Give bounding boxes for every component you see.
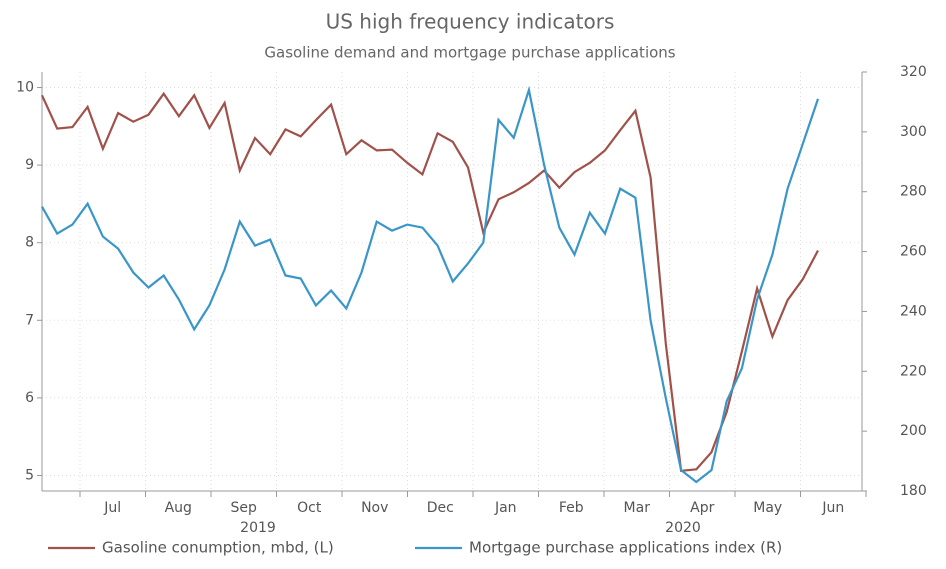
year-label: 2019 <box>240 520 276 536</box>
x-tick-label: Oct <box>297 500 322 516</box>
y2-tick-label: 200 <box>900 423 927 439</box>
x-tick-label: Mar <box>624 500 651 516</box>
y-tick-label: 5 <box>25 467 34 483</box>
x-tick-label: Aug <box>165 500 192 516</box>
y2-tick-label: 280 <box>900 184 927 200</box>
x-tick-label: Jan <box>494 500 517 516</box>
y2-tick-label: 260 <box>900 244 927 260</box>
x-tick-label: May <box>753 500 782 516</box>
y-tick-label: 7 <box>25 312 34 328</box>
x-tick-label: Jun <box>821 500 844 516</box>
y2-tick-label: 320 <box>900 64 927 80</box>
y-tick-label: 6 <box>25 390 34 406</box>
y-tick-label: 8 <box>25 235 34 251</box>
x-tick-label: Dec <box>427 500 454 516</box>
x-tick-label: Nov <box>361 500 388 516</box>
chart-subtitle: Gasoline demand and mortgage purchase ap… <box>264 44 675 62</box>
y2-tick-label: 180 <box>900 483 927 499</box>
legend-label: Mortgage purchase applications index (R) <box>469 539 782 557</box>
year-label: 2020 <box>665 520 701 536</box>
series-line <box>40 91 819 473</box>
series-line <box>41 85 820 484</box>
x-tick-label: Apr <box>690 500 714 516</box>
y-tick-label: 10 <box>16 80 34 96</box>
y-tick-label: 9 <box>25 157 34 173</box>
y2-tick-label: 240 <box>900 303 927 319</box>
x-tick-label: Jul <box>103 500 121 516</box>
x-tick-label: Feb <box>559 500 584 516</box>
y2-tick-label: 220 <box>900 363 927 379</box>
chart-title: US high frequency indicators <box>326 10 615 34</box>
x-tick-label: Sep <box>231 500 258 516</box>
legend-label: Gasoline conumption, mbd, (L) <box>102 539 334 557</box>
y2-tick-label: 300 <box>900 124 927 140</box>
